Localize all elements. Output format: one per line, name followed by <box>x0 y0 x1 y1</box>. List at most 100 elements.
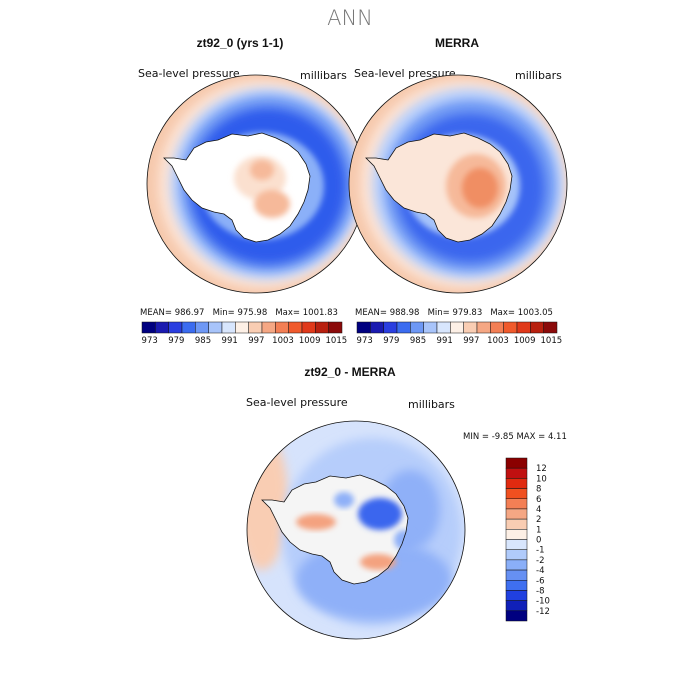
colorbar-swatch <box>505 549 528 561</box>
colorbar-swatch <box>476 321 491 334</box>
colorbar-swatch <box>505 498 528 510</box>
colorbar-swatch <box>315 321 329 334</box>
colorbar-tick-label: -8 <box>536 586 544 596</box>
colorbar-swatch <box>505 569 528 581</box>
colorbar-swatch <box>543 321 558 334</box>
max-value: 1001.83 <box>302 308 338 318</box>
colorbar-swatch <box>248 321 263 334</box>
colorbar-swatch <box>181 321 196 334</box>
colorbar-tick-label: 2 <box>536 515 541 525</box>
max-label: Max= <box>490 308 516 318</box>
colorbar-tick-label: 973 <box>357 336 373 346</box>
colorbar-tick-label: 1015 <box>326 336 348 346</box>
colorbar-tick-label: 1009 <box>514 336 536 346</box>
colorbar-panel-1: 973 979 985 991 997 1003 1009 1015 <box>142 321 348 346</box>
max-label: MAX = <box>516 432 546 442</box>
colorbar-tick-label: -4 <box>536 566 544 576</box>
colorbar-swatch <box>168 321 183 334</box>
min-label: Min= <box>212 308 235 318</box>
panel-2-units: millibars <box>515 69 562 82</box>
colorbar-swatch <box>261 321 276 334</box>
panel-3-units: millibars <box>408 398 455 411</box>
mean-label: MEAN= <box>355 308 387 318</box>
colorbar-tick-label: 997 <box>463 336 479 346</box>
panel-1-units: millibars <box>300 69 347 82</box>
colorbar-swatch <box>423 321 438 334</box>
panel-2-boundary <box>348 74 568 294</box>
colorbar-tick-label: 8 <box>536 485 541 495</box>
colorbar-swatch <box>505 580 528 591</box>
colorbar-tick-label: -10 <box>536 597 550 607</box>
panel-3-variable: Sea-level pressure <box>246 396 348 409</box>
colorbar-swatch <box>275 321 289 334</box>
colorbar-swatch <box>490 321 504 334</box>
colorbar-swatch <box>505 539 528 550</box>
min-label: Min= <box>427 308 450 318</box>
colorbar-tick-label: 991 <box>437 336 453 346</box>
colorbar-tick-label: 0 <box>536 536 541 546</box>
mean-value: 988.98 <box>389 308 420 318</box>
panel-3-title: zt92_0 - MERRA <box>304 365 396 379</box>
colorbar-tick-label: 4 <box>536 505 541 515</box>
colorbar-swatch <box>505 590 528 601</box>
colorbar-tick-label: -6 <box>536 576 544 586</box>
colorbar-tick-label: 1003 <box>487 336 509 346</box>
colorbar-swatch <box>503 321 518 334</box>
colorbar-swatch <box>516 321 531 334</box>
colorbar-swatch <box>221 321 236 334</box>
colorbar-tick-label: 985 <box>195 336 211 346</box>
panel-1-map <box>147 75 365 293</box>
panel-3-stats: MIN = -9.85 MAX = 4.11 <box>463 432 567 442</box>
colorbar-tick-label: 1015 <box>541 336 563 346</box>
colorbar-swatch <box>396 321 411 334</box>
panel-2-stats: MEAN= 988.98 Min= 979.83 Max= 1003.05 <box>355 308 553 318</box>
min-label: MIN = <box>463 432 490 442</box>
colorbar-swatch <box>505 559 528 571</box>
colorbar-swatch <box>505 610 528 622</box>
colorbar-tick-label: 10 <box>536 474 547 484</box>
max-label: Max= <box>275 308 301 318</box>
max-value: 4.11 <box>547 432 567 442</box>
panel-2-variable: Sea-level pressure <box>354 67 456 80</box>
colorbar-swatch <box>328 321 343 334</box>
min-value: -9.85 <box>491 432 514 442</box>
colorbar-tick-label: 973 <box>142 336 158 346</box>
colorbar-swatch <box>450 321 464 334</box>
colorbar-tick-label: -2 <box>536 556 544 566</box>
panel-1-variable: Sea-level pressure <box>138 67 240 80</box>
colorbar-panel-2: 973 979 985 991 997 1003 1009 1015 <box>356 321 563 346</box>
colorbar-tick-label: 1003 <box>272 336 294 346</box>
panel-2-title: MERRA <box>435 36 479 50</box>
max-value: 1003.05 <box>517 308 553 318</box>
figure-title: ANN <box>327 6 373 30</box>
colorbar-swatch <box>505 508 528 520</box>
panel-1-stats: MEAN= 986.97 Min= 975.98 Max= 1001.83 <box>140 308 338 318</box>
colorbar-swatch <box>505 478 528 489</box>
colorbar-swatch <box>505 600 528 612</box>
colorbar-swatch <box>235 321 249 334</box>
colorbar-swatch <box>505 467 528 479</box>
colorbar-tick-label: 997 <box>248 336 264 346</box>
mean-value: 986.97 <box>174 308 205 318</box>
colorbar-swatch <box>505 457 528 469</box>
colorbar-tick-label: -12 <box>536 607 550 617</box>
colorbar-tick-label: -1 <box>536 546 544 556</box>
colorbar-swatch <box>155 321 169 334</box>
colorbar-swatch <box>356 321 371 334</box>
colorbar-swatch <box>288 321 303 334</box>
colorbar-tick-label: 6 <box>536 495 541 505</box>
min-value: 979.83 <box>452 308 483 318</box>
colorbar-tick-label: 991 <box>222 336 238 346</box>
colorbar-swatch <box>410 321 424 334</box>
panel-1-title: zt92_0 (yrs 1-1) <box>196 36 284 50</box>
panel-3-map <box>247 421 465 639</box>
mean-label: MEAN= <box>140 308 172 318</box>
colorbar-swatch <box>370 321 384 334</box>
colorbar-swatch <box>383 321 398 334</box>
colorbar-swatch <box>301 321 316 334</box>
min-value: 975.98 <box>237 308 268 318</box>
colorbar-swatch <box>530 321 544 334</box>
